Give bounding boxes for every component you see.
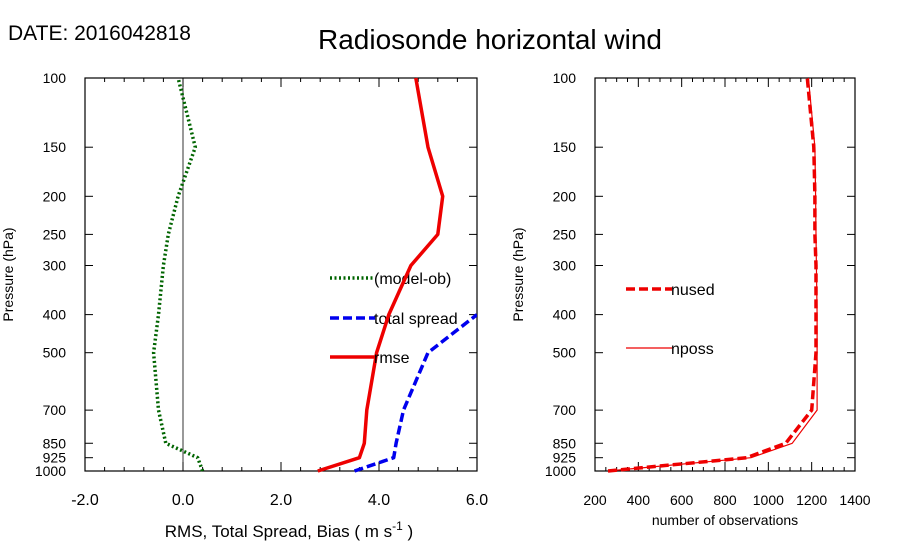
- y-tick-label: 150: [43, 139, 67, 155]
- x-tick-label: 600: [670, 492, 694, 508]
- y-tick-label: 850: [43, 435, 67, 451]
- y-tick-label: 500: [43, 345, 67, 361]
- y-tick-label: 925: [43, 450, 67, 466]
- legend-label: nposs: [671, 341, 714, 358]
- y-tick-label: 925: [553, 450, 577, 466]
- x-tick-label: 2.0: [270, 492, 292, 509]
- y-tick-label: 400: [553, 307, 577, 323]
- y-tick-label: 150: [553, 139, 577, 155]
- y-tick-label: 250: [553, 226, 577, 242]
- legend-label: (model-ob): [374, 271, 451, 288]
- y-tick-label: 850: [553, 435, 577, 451]
- series-line-rmse: [317, 77, 445, 473]
- x-tick-label: 0.0: [172, 492, 194, 509]
- y-tick-label: 300: [43, 258, 67, 274]
- y-tick-label: 250: [43, 226, 67, 242]
- series-line-totalspread: [353, 313, 477, 473]
- y-tick-label: 400: [43, 307, 67, 323]
- legend-label: nused: [671, 282, 715, 299]
- series-line-nused: [607, 77, 818, 473]
- x-tick-label: 400: [627, 492, 651, 508]
- x-tick-label: 4.0: [368, 492, 390, 509]
- x-tick-label: 800: [713, 492, 737, 508]
- x-axis-label: RMS, Total Spread, Bias ( m s-1 ): [165, 519, 413, 541]
- y-tick-label: 500: [553, 345, 577, 361]
- x-axis-label-main: RMS, Total Spread, Bias ( m s: [165, 522, 392, 541]
- x-tick-label: 1200: [796, 492, 827, 508]
- y-tick-label: 700: [43, 402, 67, 418]
- x-tick-label: 200: [583, 492, 607, 508]
- chart-title: Radiosonde horizontal wind: [318, 24, 662, 55]
- x-tick-label: 1000: [753, 492, 784, 508]
- y-tick-label: 100: [553, 70, 577, 86]
- y-axis-label: Pressure (hPa): [510, 227, 526, 321]
- x-tick-label: -2.0: [71, 492, 99, 509]
- y-axis-label: Pressure (hPa): [0, 227, 16, 321]
- x-axis-label-end: ): [403, 522, 413, 541]
- y-tick-label: 300: [553, 258, 577, 274]
- date-label: DATE: 2016042818: [8, 22, 191, 45]
- series-line-modelob: [151, 77, 205, 472]
- series-line-nposs: [607, 77, 818, 472]
- legend-label: total spread: [374, 311, 458, 328]
- y-tick-label: 1000: [545, 463, 576, 479]
- y-tick-label: 700: [553, 402, 577, 418]
- x-tick-label: 6.0: [466, 492, 488, 509]
- x-tick-label: 1400: [839, 492, 870, 508]
- y-tick-label: 200: [43, 188, 67, 204]
- y-tick-label: 200: [553, 188, 577, 204]
- x-axis-label-exp: -1: [392, 519, 403, 533]
- y-tick-label: 100: [43, 70, 67, 86]
- y-tick-label: 1000: [35, 463, 66, 479]
- legend-label: rmse: [374, 350, 410, 367]
- x-axis-label: number of observations: [652, 512, 798, 528]
